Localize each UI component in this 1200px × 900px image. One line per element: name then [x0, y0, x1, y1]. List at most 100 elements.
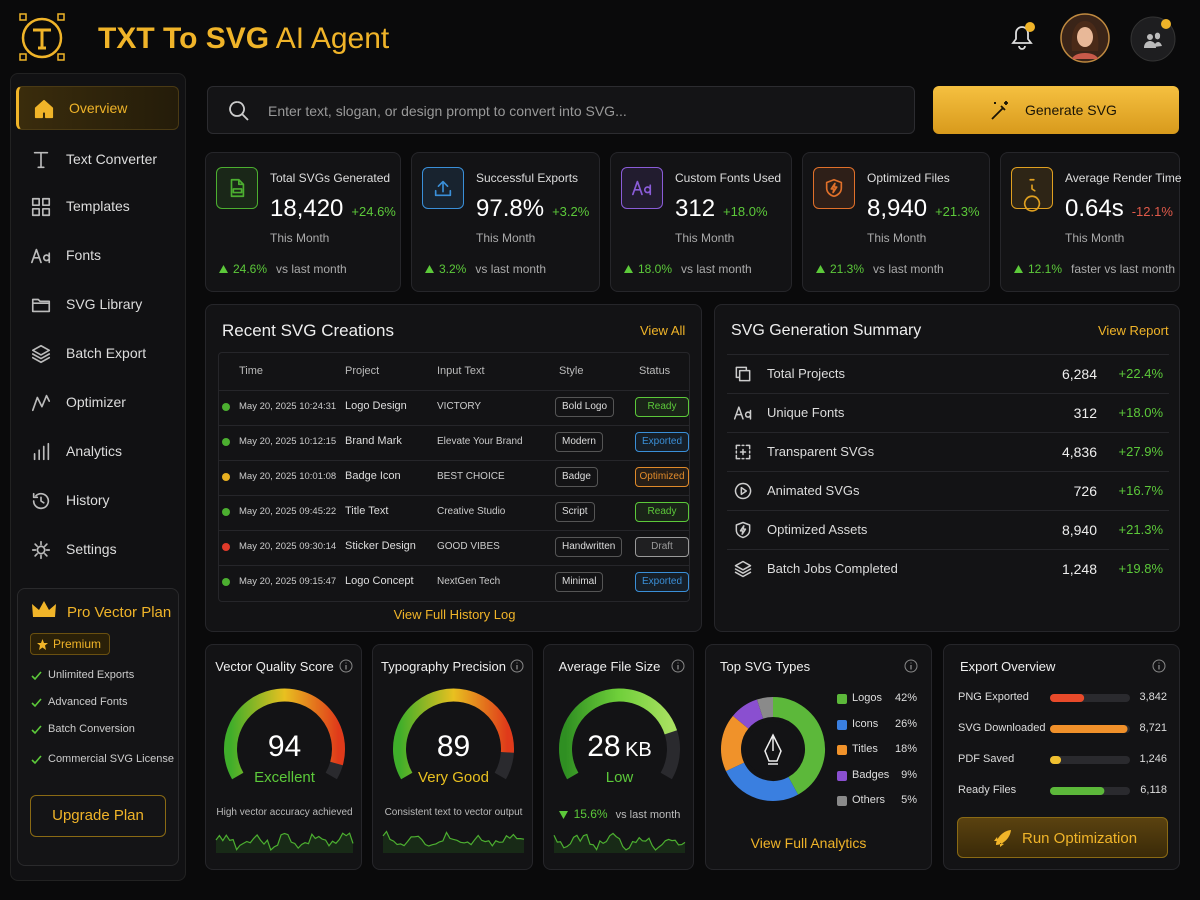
- nav-label: SVG Library: [66, 296, 143, 312]
- icon-shape: [33, 151, 49, 169]
- cell-input: Creative Studio: [437, 506, 506, 517]
- kpi-footer-text: faster vs last month: [1071, 262, 1176, 276]
- star-icon: [37, 639, 48, 650]
- logo-node: [57, 53, 65, 61]
- export-name: PNG Exported: [958, 691, 1029, 703]
- nav-item[interactable]: Batch Export: [16, 332, 179, 376]
- team-dot: [1161, 19, 1171, 29]
- nav-label: Analytics: [66, 443, 123, 459]
- trend-arrow-shape: [816, 265, 825, 273]
- cell-time: May 20, 2025 09:45:22: [239, 506, 337, 517]
- panel-link[interactable]: View Report: [1098, 323, 1169, 338]
- icon: [734, 482, 752, 500]
- status-pill: Optimized: [635, 467, 689, 487]
- nav-item[interactable]: Analytics: [16, 430, 179, 474]
- nav-item[interactable]: History: [16, 479, 179, 523]
- check-icon: [31, 698, 42, 708]
- info-icon: [339, 659, 353, 673]
- icon: [34, 99, 54, 119]
- kpi-footer-text: vs last month: [873, 262, 944, 276]
- summary-label: Transparent SVGs: [767, 444, 875, 459]
- icon-shape: [734, 560, 752, 578]
- legend-swatch: [837, 796, 847, 806]
- export-value: 6,118: [1140, 784, 1167, 796]
- gauge-note: High vector accuracy achieved: [206, 807, 363, 818]
- check-icon: [31, 755, 42, 765]
- icon-shape: [735, 366, 751, 382]
- panel-footer-link[interactable]: View Full Analytics: [750, 835, 867, 851]
- gauge: [224, 688, 345, 780]
- nav-label: Settings: [66, 541, 117, 557]
- nav-item[interactable]: Templates: [16, 185, 179, 229]
- status-dot: [222, 403, 230, 411]
- icon: [31, 197, 51, 217]
- icon: [734, 560, 752, 578]
- search-input[interactable]: Enter text, slogan, or design prompt to …: [207, 86, 915, 134]
- nav-item[interactable]: SVG Library: [16, 283, 179, 327]
- kpi-icon-box: [422, 167, 464, 209]
- gauge-note-text: High vector accuracy achieved: [216, 807, 353, 818]
- notification-bell[interactable]: [1008, 22, 1036, 52]
- gauge-card: Vector Quality Score 94 Excellent High vect…: [205, 644, 362, 870]
- kpi-card: Average Render Time 0.64s -12.1% This Month…: [1000, 152, 1182, 292]
- plan-feature: Batch Conversion: [48, 723, 135, 735]
- icon-shape: [31, 298, 51, 313]
- gauge-value-row: 94: [206, 730, 363, 764]
- wand-glyph: [991, 101, 1008, 120]
- summary-value: 1,248: [1061, 561, 1097, 577]
- summary-value: 726: [1073, 483, 1097, 499]
- upgrade-button[interactable]: Upgrade Plan: [30, 795, 166, 837]
- nav-item[interactable]: Fonts: [16, 234, 179, 278]
- status-dot-shape: [222, 438, 230, 446]
- nav-item[interactable]: Text Converter: [16, 138, 179, 182]
- summary-label: Optimized Assets: [767, 522, 868, 537]
- cell-project: Sticker Design: [345, 540, 416, 552]
- generate-button[interactable]: Generate SVG: [933, 86, 1179, 134]
- style-pill: Script: [555, 502, 595, 522]
- kpi-change: +3.2%: [552, 204, 590, 219]
- kpi-value: 0.64s: [1065, 195, 1124, 222]
- cell-input: BEST CHOICE: [437, 471, 505, 482]
- check-shape: [31, 671, 42, 681]
- team-button[interactable]: [1130, 16, 1176, 62]
- logo-node: [19, 13, 27, 21]
- legend-value: 26%: [894, 717, 917, 730]
- nav-item[interactable]: Settings: [16, 528, 179, 572]
- row-separator: [727, 432, 1169, 433]
- row-separator: [727, 354, 1169, 355]
- icon: [825, 178, 843, 198]
- panel-footer-link[interactable]: View Full History Log: [393, 607, 516, 622]
- column-header: Time: [239, 365, 264, 377]
- avatar-body: [1072, 53, 1098, 59]
- status-pill: Ready: [635, 502, 689, 522]
- column-header: Input Text: [437, 365, 485, 377]
- summary-value: 8,940: [1061, 522, 1097, 538]
- run-button[interactable]: Run Optimization: [957, 817, 1168, 858]
- gauge-title: Average File Size: [558, 659, 661, 674]
- kpi-footer-change: 18.0%: [638, 262, 673, 276]
- bar: [1050, 694, 1085, 702]
- kpi-footer-text: vs last month: [475, 262, 547, 276]
- cell-time: May 20, 2025 10:01:08: [239, 471, 337, 482]
- nav-item[interactable]: Overview: [16, 86, 179, 130]
- title-accent: AI Agent: [275, 22, 390, 55]
- row-separator: [727, 549, 1169, 550]
- cell-input: Elevate Your Brand: [437, 436, 523, 447]
- icon-shape: [32, 492, 50, 510]
- kpi-footer-text: vs last month: [681, 262, 752, 276]
- icon: [33, 442, 50, 461]
- info-icon: [510, 659, 524, 673]
- summary-change: +16.7%: [1118, 483, 1163, 498]
- kpi-footer: 12.1% faster vs last month: [1028, 262, 1175, 276]
- donut-slice: [732, 699, 764, 730]
- nav-item[interactable]: Optimizer: [16, 381, 179, 425]
- panel-link[interactable]: View All: [640, 323, 686, 338]
- status-dot-shape: [222, 473, 230, 481]
- kpi-value-row: 0.64s -12.1%: [1065, 195, 1173, 223]
- kpi-change: +18.0%: [723, 204, 768, 219]
- kpi-card: Custom Fonts Used 312 +18.0% This Month 18.0…: [610, 152, 792, 292]
- sparkline-line: [553, 832, 686, 851]
- user-avatar[interactable]: [1060, 13, 1110, 63]
- avatar-face: [1077, 27, 1093, 47]
